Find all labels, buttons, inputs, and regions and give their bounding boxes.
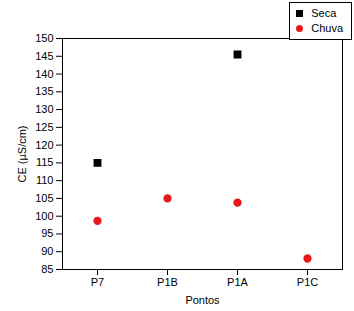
svg-text:100: 100 [35, 210, 53, 222]
svg-text:120: 120 [35, 139, 53, 151]
html-text:Chuva: Chuva [311, 22, 343, 34]
svg-text:95: 95 [41, 227, 53, 239]
svg-text:110: 110 [36, 174, 54, 186]
svg-text:130: 130 [35, 103, 53, 115]
svg-text:140: 140 [35, 68, 53, 80]
svg-text:145: 145 [35, 50, 53, 62]
svg-text:125: 125 [35, 121, 53, 133]
svg-text:150: 150 [35, 32, 53, 44]
svg-text:135: 135 [35, 85, 53, 97]
svg-text:Pontos: Pontos [185, 294, 220, 306]
svg-text:85: 85 [41, 263, 53, 275]
svg-text:105: 105 [35, 192, 53, 204]
svg-text:P1C: P1C [297, 276, 318, 288]
svg-text:P7: P7 [91, 276, 104, 288]
html-text:Seca: Seca [311, 7, 337, 19]
svg-text:90: 90 [41, 245, 53, 257]
svg-text:P1B: P1B [157, 276, 178, 288]
svg-text:P1A: P1A [227, 276, 248, 288]
svg-text:CE (µS/cm): CE (µS/cm) [16, 125, 28, 182]
svg-text:115: 115 [36, 156, 54, 168]
